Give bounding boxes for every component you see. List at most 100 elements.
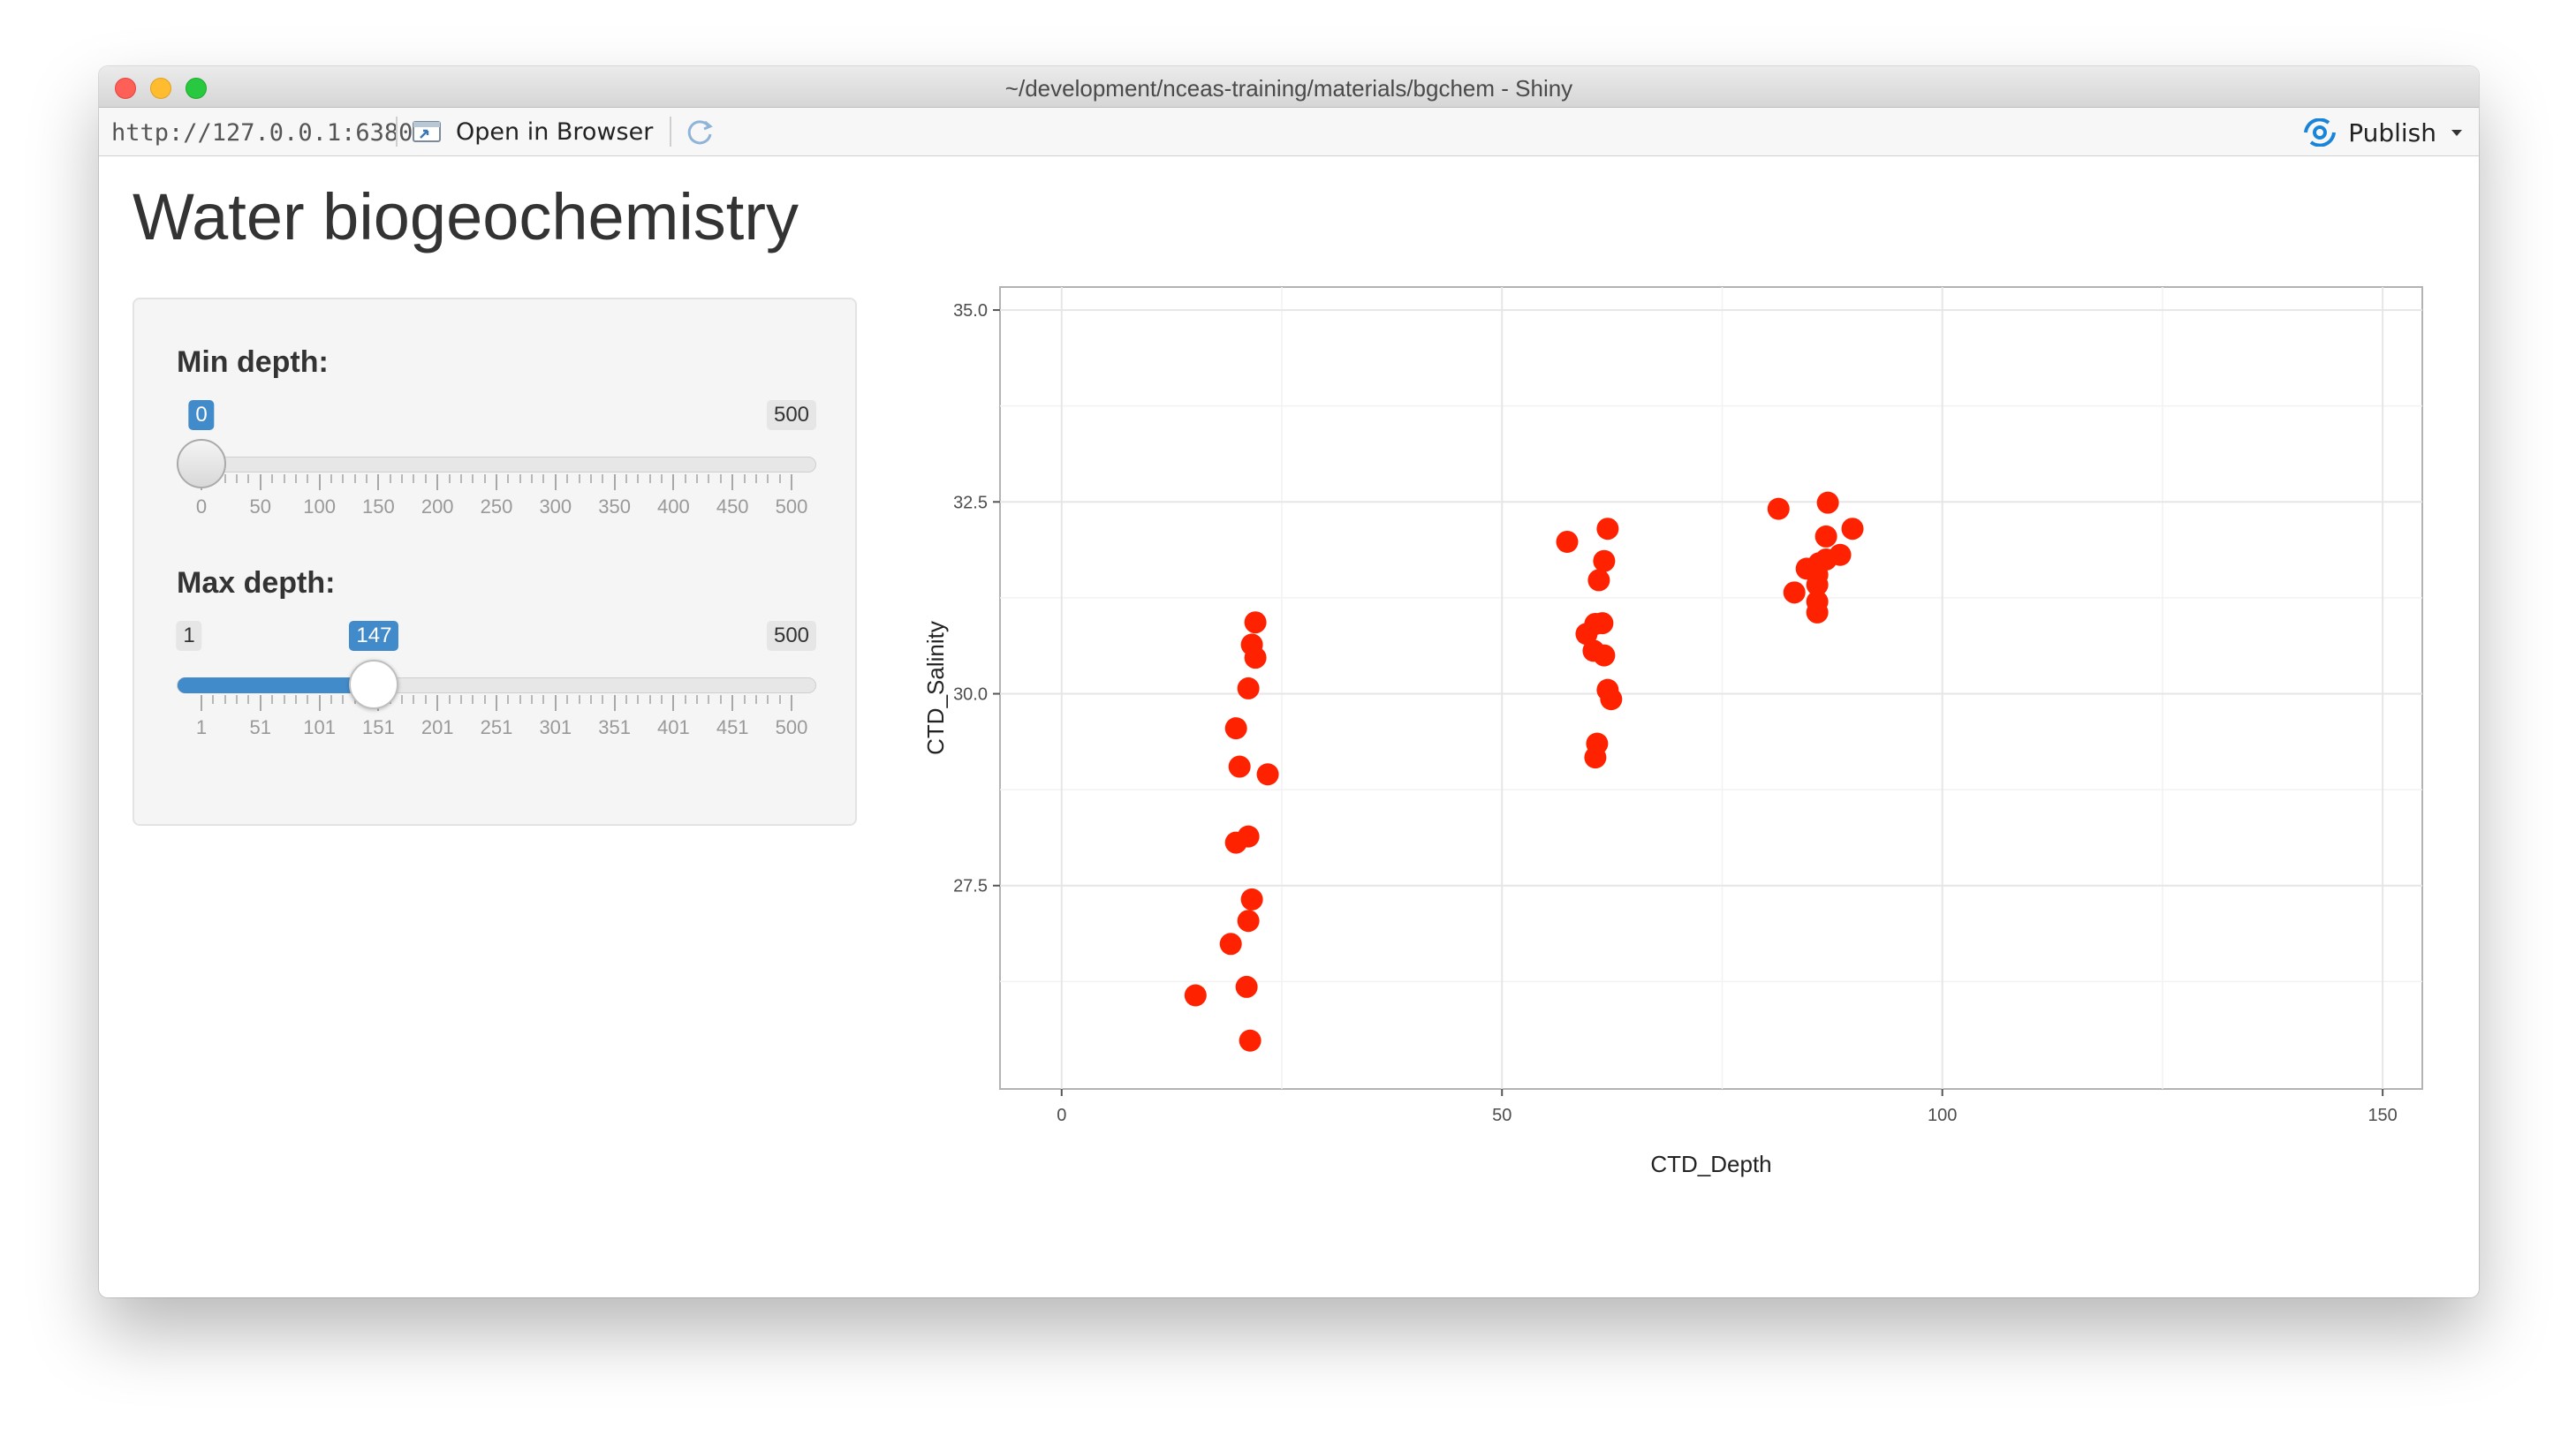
slider-tick-label: 51 <box>249 716 272 738</box>
minor-tick <box>519 474 521 483</box>
max-depth-max-bubble: 500 <box>766 621 817 651</box>
slider-tick-label: 351 <box>598 716 631 738</box>
data-point <box>1596 518 1619 541</box>
minor-tick <box>307 474 309 483</box>
page-title: Water biogeochemistry <box>133 180 799 253</box>
major-tick <box>377 474 380 490</box>
minor-tick <box>459 695 462 704</box>
major-tick <box>731 474 734 490</box>
title-bar: ~/development/nceas-training/materials/b… <box>99 66 2479 108</box>
min-depth-slider-track[interactable] <box>177 457 816 473</box>
major-tick <box>259 474 261 490</box>
minor-tick <box>294 695 297 704</box>
slider-tick-label: 200 <box>420 495 454 518</box>
minor-tick <box>212 695 215 704</box>
min-depth-tick-labels: 0 50 100 150 200 250 300 350 400 450 500 <box>177 495 816 518</box>
chevron-down-icon[interactable] <box>2449 125 2465 140</box>
minor-tick <box>294 474 297 483</box>
x-axis-label: CTD_Depth <box>1650 1151 1771 1177</box>
close-window-button[interactable] <box>115 78 136 99</box>
slider-tick-label: 500 <box>775 716 808 738</box>
minor-tick <box>330 474 332 483</box>
major-tick <box>318 474 321 490</box>
grid-lines <box>1000 287 2422 1089</box>
max-depth-tick-labels: 1 51 101 151 201 251 301 351 401 451 500 <box>177 716 816 738</box>
minor-tick <box>413 474 415 483</box>
min-depth-label: Min depth: <box>177 345 329 379</box>
minor-tick <box>625 695 627 704</box>
minor-tick <box>754 695 757 704</box>
toolbar-divider <box>670 117 671 147</box>
minor-tick <box>566 695 569 704</box>
minor-tick <box>637 695 640 704</box>
major-tick <box>201 695 202 711</box>
data-point <box>1767 497 1790 520</box>
minor-tick <box>754 474 757 483</box>
minor-tick <box>519 695 521 704</box>
max-depth-min-bubble: 1 <box>176 621 202 651</box>
major-tick <box>318 695 321 711</box>
minor-tick <box>708 695 710 704</box>
slider-tick-label: 450 <box>716 495 749 518</box>
minor-tick <box>637 474 640 483</box>
slider-tick-label: 151 <box>362 716 395 738</box>
max-depth-slider-track[interactable] <box>177 677 816 693</box>
slider-tick-label: 201 <box>420 716 454 738</box>
min-depth-slider-handle[interactable] <box>177 439 226 488</box>
minor-tick <box>389 474 391 483</box>
minor-tick <box>661 474 663 483</box>
data-point <box>1184 984 1207 1007</box>
minor-tick <box>224 695 226 704</box>
minor-tick <box>413 695 415 704</box>
slider-tick-label: 101 <box>303 716 336 738</box>
slider-tick-label: 0 <box>195 495 208 518</box>
minor-tick <box>648 474 651 483</box>
data-point <box>1841 518 1864 541</box>
minor-tick <box>542 474 545 483</box>
minor-tick <box>602 474 604 483</box>
url-display: http://127.0.0.1:6380 <box>111 119 413 147</box>
browser-window-icon <box>413 121 441 142</box>
minor-tick <box>401 695 404 704</box>
data-point <box>1806 601 1829 624</box>
maximize-window-button[interactable] <box>186 78 207 99</box>
open-in-browser-button[interactable]: Open in Browser <box>412 113 653 150</box>
major-tick <box>791 474 792 490</box>
minor-tick <box>708 474 710 483</box>
data-point <box>1237 910 1260 933</box>
slider-tick-label: 1 <box>195 716 208 738</box>
min-depth-value-bubble: 0 <box>188 400 215 430</box>
major-tick <box>672 695 675 711</box>
major-tick <box>554 695 557 711</box>
major-tick <box>613 474 616 490</box>
slider-tick-label: 100 <box>303 495 336 518</box>
data-point <box>1584 746 1607 769</box>
data-point <box>1239 1029 1261 1052</box>
major-tick <box>613 695 616 711</box>
minor-tick <box>684 474 686 483</box>
toolbar-divider <box>396 117 398 147</box>
refresh-icon[interactable] <box>684 117 716 148</box>
minor-tick <box>507 695 510 704</box>
minor-tick <box>661 695 663 704</box>
minor-tick <box>330 695 332 704</box>
minor-tick <box>778 474 781 483</box>
minor-tick <box>342 695 345 704</box>
slider-tick-label: 350 <box>598 495 631 518</box>
slider-tick-label: 401 <box>657 716 690 738</box>
data-point <box>1224 717 1247 740</box>
y-tick-label: 27.5 <box>953 877 988 896</box>
min-depth-tick-marks <box>177 474 816 494</box>
max-depth-tick-marks <box>177 695 816 714</box>
y-tick-label: 30.0 <box>953 685 988 705</box>
viewer-toolbar: http://127.0.0.1:6380 Open in Browser Pu… <box>99 108 2479 156</box>
max-depth-slider-handle[interactable] <box>349 660 399 709</box>
minor-tick <box>283 695 285 704</box>
data-point <box>1593 644 1616 667</box>
slider-tick-label: 451 <box>716 716 749 738</box>
minimize-window-button[interactable] <box>150 78 171 99</box>
plot-panel <box>999 286 2423 1090</box>
publish-button[interactable]: Publish <box>2302 115 2465 150</box>
data-point <box>1240 888 1263 911</box>
data-point <box>1591 612 1614 635</box>
